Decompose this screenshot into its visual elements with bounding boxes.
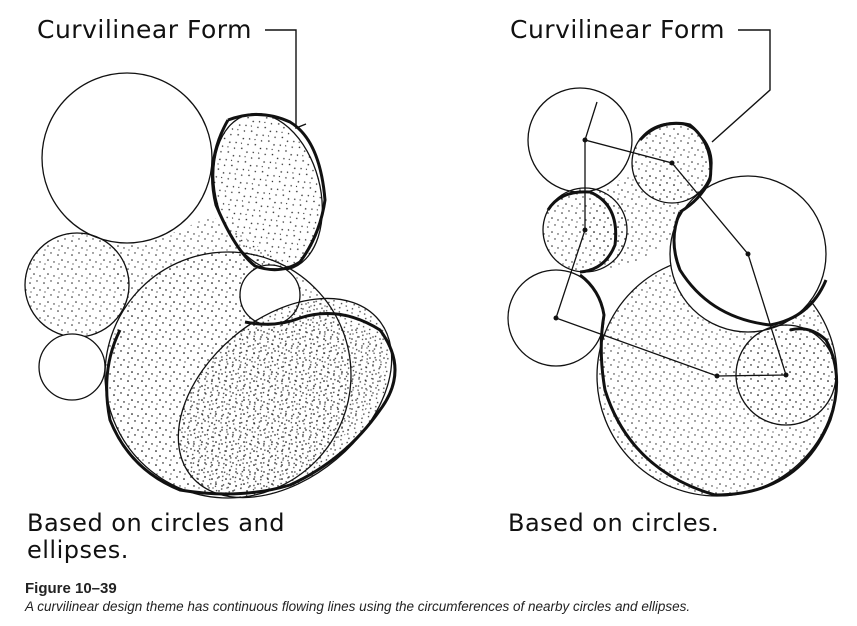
right-center-dot: [582, 227, 588, 233]
right-title-label: Curvilinear Form: [510, 15, 725, 44]
left-mid-circle: [24, 232, 130, 338]
right-center-dot: [669, 160, 675, 166]
right-note-line1: Based on circles.: [508, 509, 719, 537]
right-curvilinear-outline-lower: [579, 273, 839, 497]
figure-caption: Figure 10–39 A curvilinear design theme …: [25, 580, 845, 614]
left-leader-line: [265, 29, 307, 130]
right-curvilinear-outline-mid: [546, 190, 618, 274]
right-center-dot: [714, 373, 720, 379]
left-lower-ellipse: [177, 297, 393, 499]
right-center-dot: [582, 137, 588, 143]
right-center-dot: [745, 251, 751, 257]
right-center-dot: [783, 372, 789, 378]
caption-title: Figure 10–39: [25, 580, 117, 597]
right-curvilinear-outline-right: [672, 211, 828, 327]
left-note-line2: ellipses.: [27, 536, 129, 564]
left-note-line1: Based on circles and: [27, 509, 285, 537]
left-diagram: Curvilinear Form Based on circles and el…: [24, 15, 397, 564]
right-top-circle: [527, 87, 633, 193]
left-small-circle: [38, 333, 106, 401]
left-curvilinear-outline-lower: [105, 312, 397, 496]
right-diagram: Curvilinear Form Based on circles.: [507, 15, 839, 537]
caption-text: A curvilinear design theme has continuou…: [25, 599, 691, 614]
right-center-dot: [553, 315, 559, 321]
left-large-circle: [41, 72, 213, 244]
left-title-label: Curvilinear Form: [37, 15, 252, 44]
right-curvilinear-outline: [638, 121, 713, 214]
left-curvilinear-outline: [210, 112, 327, 272]
right-leader-line: [711, 29, 771, 143]
